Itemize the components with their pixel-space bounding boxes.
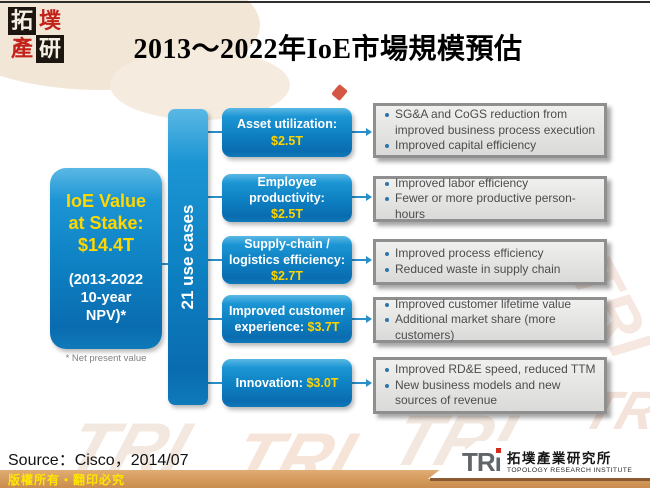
npv-footnote: * Net present value xyxy=(65,353,147,364)
ioe-npv-note: (2013-2022 10-year NPV)* xyxy=(68,272,144,325)
tri-name-english: TOPOLOGY RESEARCH INSTITUTE xyxy=(506,467,633,474)
benefit-item: Reduced waste in supply chain xyxy=(382,262,598,278)
category-label: Asset utilization: xyxy=(236,117,337,132)
benefit-item: Fewer or more productive person-hours xyxy=(382,191,598,222)
ioe-value-box: IoE Value at Stake: $14.4T (2013-2022 10… xyxy=(50,168,162,349)
benefit-item: Additional market share (more customers) xyxy=(382,312,598,343)
copyright-text: 版權所有‧翻印必究 xyxy=(8,473,126,487)
category-label: Innovation: xyxy=(235,375,303,390)
benefits-supply-chain: Improved process efficiency Reduced wast… xyxy=(373,239,607,285)
benefit-item: Improved labor efficiency xyxy=(382,176,598,192)
tri-name-chinese: 拓墣產業研究所 xyxy=(506,451,612,466)
arrow-head-3 xyxy=(366,256,372,264)
arrow-head-4 xyxy=(366,315,372,323)
seal-char: 墣 xyxy=(38,8,61,33)
benefit-item: New business models and new sources of r… xyxy=(382,378,598,409)
arrow-line-5 xyxy=(352,382,367,384)
category-customer-experience: Improved customer experience: $3.7T xyxy=(222,295,352,343)
category-supply-chain: Supply-chain / logistics efficiency: $2.… xyxy=(222,236,352,284)
arrow-line-3 xyxy=(352,259,367,261)
category-innovation: Innovation: $3.0T xyxy=(222,359,352,407)
benefits-customer-experience: Improved customer lifetime value Additio… xyxy=(373,297,607,343)
seal-char: 拓 xyxy=(8,7,36,35)
tri-wordmark-i: ı xyxy=(494,447,502,477)
seal-char: 產 xyxy=(10,36,33,61)
category-label: Supply-chain / logistics efficiency: xyxy=(228,236,345,267)
benefit-item: SG&A and CoGS reduction from improved bu… xyxy=(382,107,598,138)
benefit-item: Improved customer lifetime value xyxy=(382,297,598,313)
tri-seal-logo: 拓 墣 產 研 xyxy=(8,7,64,63)
category-value: $2.5T xyxy=(271,207,303,222)
arrow-head-1 xyxy=(366,128,372,136)
ioe-value-amount: $14.4T xyxy=(77,235,135,256)
benefit-item: Improved process efficiency xyxy=(382,246,598,262)
source-note: Source：Cisco，2014/07 xyxy=(8,452,189,469)
category-label: Employee productivity: xyxy=(249,174,325,205)
tri-institute-logo: TRı 拓墣產業研究所 TOPOLOGY RESEARCH INSTITUTE xyxy=(462,447,632,477)
connector-main-bar xyxy=(161,263,169,265)
connector-bar-cat1 xyxy=(207,131,223,133)
category-employee-productivity: Employee productivity: $2.5T xyxy=(222,174,352,222)
category-value: $3.7T xyxy=(307,320,340,334)
connector-bar-cat5 xyxy=(207,382,223,384)
benefit-item: Improved capital efficiency xyxy=(382,138,598,154)
seal-char: 研 xyxy=(36,35,64,63)
tri-names: 拓墣產業研究所 TOPOLOGY RESEARCH INSTITUTE xyxy=(507,451,632,475)
category-value: $2.5T xyxy=(271,133,303,148)
tri-wordmark: TRı xyxy=(462,447,502,477)
category-value: $3.0T xyxy=(306,375,339,390)
tri-wordmark-i-stem: ı xyxy=(494,447,502,477)
arrow-line-1 xyxy=(352,131,367,133)
use-cases-label: 21 use cases xyxy=(178,204,197,310)
arrow-head-5 xyxy=(366,379,372,387)
connector-bar-cat2 xyxy=(207,196,223,198)
tri-wordmark-tr: TR xyxy=(462,447,496,477)
category-value: $2.7T xyxy=(271,269,303,284)
use-cases-bar: 21 use cases xyxy=(168,109,208,405)
benefits-employee-productivity: Improved labor efficiency Fewer or more … xyxy=(373,176,607,222)
page-title: 2013～2022年IoE市場規模預估 xyxy=(133,34,523,65)
arrow-head-2 xyxy=(366,193,372,201)
ioe-value-label: IoE Value at Stake: xyxy=(65,191,147,234)
category-asset-utilization: Asset utilization: $2.5T xyxy=(222,108,352,157)
connector-bar-cat3 xyxy=(207,259,223,261)
arrow-line-2 xyxy=(352,196,367,198)
benefits-asset-utilization: SG&A and CoGS reduction from improved bu… xyxy=(373,103,607,158)
footer-logo-underline xyxy=(430,478,650,481)
tri-wordmark-i-dot xyxy=(495,448,501,453)
benefit-item: Improved RD&E speed, reduced TTM xyxy=(382,362,598,378)
benefits-innovation: Improved RD&E speed, reduced TTM New bus… xyxy=(373,357,607,414)
category-label: Improved customer experience: xyxy=(228,303,345,334)
top-rule xyxy=(0,1,650,3)
arrow-line-4 xyxy=(352,318,367,320)
map-red-marker xyxy=(331,83,348,102)
connector-bar-cat4 xyxy=(207,318,223,320)
